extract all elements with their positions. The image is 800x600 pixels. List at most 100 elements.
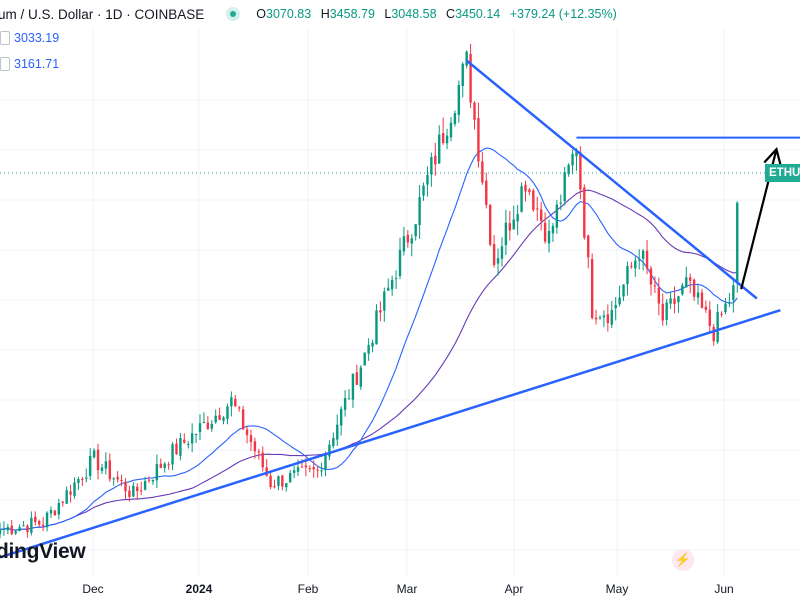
indicator-legend-slow[interactable]: 3161.71 [0, 57, 59, 71]
candle [100, 464, 104, 474]
candle [73, 477, 76, 499]
candle-body [269, 475, 272, 488]
candle [645, 239, 649, 275]
candle [285, 483, 288, 492]
candle-body [414, 224, 417, 237]
candle-body [214, 415, 217, 423]
candle-body [198, 423, 202, 433]
candle [10, 519, 13, 536]
candle [206, 416, 210, 430]
candle [712, 323, 715, 346]
candle-body [81, 479, 84, 481]
candle [681, 282, 684, 296]
candle-body [206, 422, 210, 430]
candle-body [85, 477, 88, 479]
candle [332, 432, 335, 449]
candle [65, 486, 68, 504]
candle-body [681, 285, 684, 295]
candle-body [234, 398, 237, 407]
candle-body [155, 464, 159, 481]
candle-body [700, 292, 704, 308]
candle-body [477, 117, 480, 162]
candle [736, 201, 739, 293]
candle-body [249, 435, 253, 442]
candle-body [590, 259, 594, 319]
candle [477, 102, 480, 168]
candle [14, 529, 17, 536]
time-tick: 2024 [185, 582, 213, 596]
visibility-toggle-icon[interactable] [0, 57, 10, 71]
candle [559, 194, 562, 211]
candle [418, 184, 421, 239]
visibility-toggle-icon[interactable] [0, 31, 10, 45]
candle-body [92, 450, 96, 458]
candle-body [394, 278, 398, 280]
candle-body [587, 235, 590, 258]
candle [634, 256, 637, 277]
candle [394, 270, 398, 289]
candle-body [343, 398, 347, 410]
candle-body [190, 433, 194, 444]
candle-body [571, 153, 574, 166]
projection-arrow-head [763, 147, 783, 167]
candle-body [159, 463, 162, 468]
candle [292, 465, 296, 479]
candle [669, 292, 672, 309]
candle [406, 230, 410, 248]
candle-body [143, 480, 147, 490]
candle-body [112, 478, 115, 480]
candle [704, 300, 708, 313]
candlestick-series [0, 43, 739, 539]
candle [700, 288, 704, 309]
candle-body [26, 525, 29, 533]
candle-body [339, 408, 343, 426]
candle [257, 448, 261, 460]
candle-body [30, 517, 33, 533]
last-price-tag: ETHU [765, 164, 800, 182]
candle [610, 300, 613, 329]
candle [728, 292, 731, 308]
candle-body [496, 258, 500, 264]
candle-body [692, 279, 696, 297]
candle [41, 516, 45, 531]
candle [708, 301, 712, 333]
candle [618, 285, 621, 307]
candle-body [69, 491, 72, 495]
market-open-dot-icon[interactable] [226, 7, 241, 21]
ohlc-values: O3070.83 H3458.79 L3048.58 C3450.14 +379… [256, 7, 616, 21]
candle-body [704, 306, 708, 310]
candle-body [685, 277, 688, 288]
candle [696, 284, 700, 305]
candle-body [720, 313, 723, 315]
candle [410, 234, 413, 257]
candle-body [230, 397, 233, 407]
candle [520, 182, 523, 213]
candle-body [292, 470, 296, 473]
candle [449, 117, 453, 142]
candle [0, 522, 2, 539]
candle-body [438, 134, 441, 164]
candle [387, 278, 390, 291]
candle [308, 465, 312, 473]
candle-body [677, 296, 680, 303]
candle [245, 426, 249, 444]
candle-body [241, 409, 245, 430]
candle-body [194, 433, 198, 435]
candle [234, 394, 237, 408]
tradingview-watermark: dingView [0, 540, 86, 563]
lightning-replay-icon[interactable]: ⚡ [672, 549, 694, 571]
chart-grid [0, 28, 800, 576]
candle-body [363, 352, 366, 366]
time-axis[interactable]: Dec 2024 Feb Mar Apr May Jun [0, 578, 800, 600]
candle-body [532, 190, 535, 211]
candle [390, 275, 394, 296]
time-tick: Mar [396, 582, 418, 596]
candle-body [308, 468, 312, 470]
candle [281, 474, 284, 491]
candle [61, 500, 64, 507]
symbol-title[interactable]: um / U.S. Dollar · 1D · COINBASE [0, 6, 205, 22]
indicator-legend-fast[interactable]: 3033.19 [0, 31, 59, 45]
candle [732, 279, 735, 313]
candle-body [641, 250, 645, 259]
